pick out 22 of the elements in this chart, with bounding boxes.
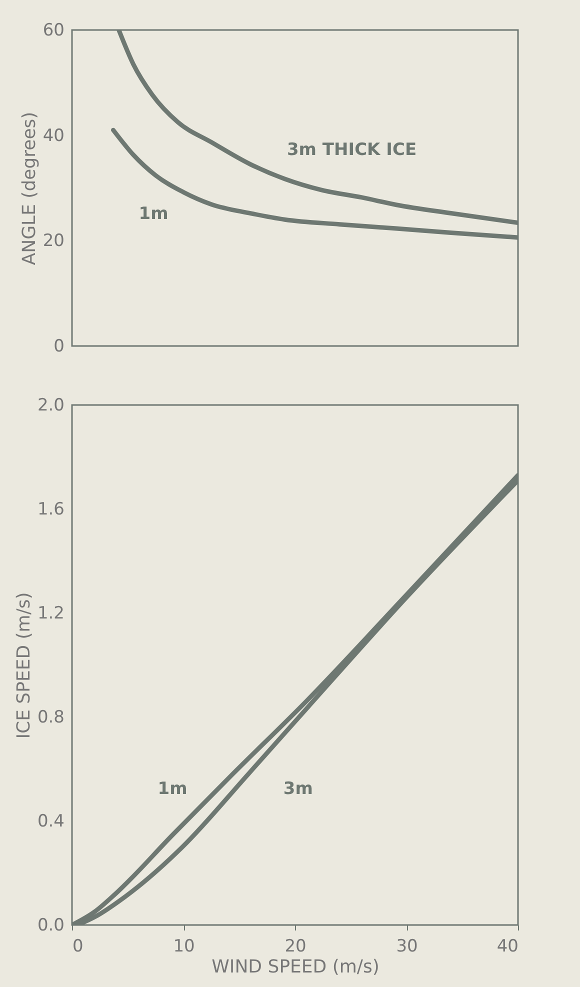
y-tick-label: 0 bbox=[54, 336, 64, 356]
series-label: 3m bbox=[283, 779, 313, 800]
x-tick-label: 10 bbox=[173, 936, 195, 956]
x-tick-label: 0 bbox=[72, 936, 84, 956]
series-label: 1m bbox=[158, 779, 188, 800]
y-tick-label: 0.8 bbox=[37, 708, 64, 728]
y-tick-label: 1.6 bbox=[37, 500, 64, 520]
y-tick-label: 2.0 bbox=[37, 396, 64, 416]
y-tick-label: 0.4 bbox=[37, 812, 64, 832]
x-tick-label: 30 bbox=[396, 936, 418, 956]
y-tick-label: 0.0 bbox=[37, 916, 64, 936]
x-tick-label: 40 bbox=[496, 936, 518, 956]
y-tick-label: 1.2 bbox=[37, 604, 64, 624]
x-axis-title: WIND SPEED (m/s) bbox=[212, 956, 380, 978]
y-tick-label: 60 bbox=[42, 20, 64, 40]
y-axis-title: ANGLE (degrees) bbox=[18, 112, 40, 266]
y-axis-title: ICE SPEED (m/s) bbox=[13, 592, 34, 739]
series-label: 1m bbox=[138, 204, 168, 224]
y-tick-label: 40 bbox=[42, 126, 64, 146]
y-tick-label: 20 bbox=[42, 231, 64, 252]
series-label: 3m THICK ICE bbox=[286, 140, 417, 160]
x-tick-label: 20 bbox=[284, 936, 306, 956]
